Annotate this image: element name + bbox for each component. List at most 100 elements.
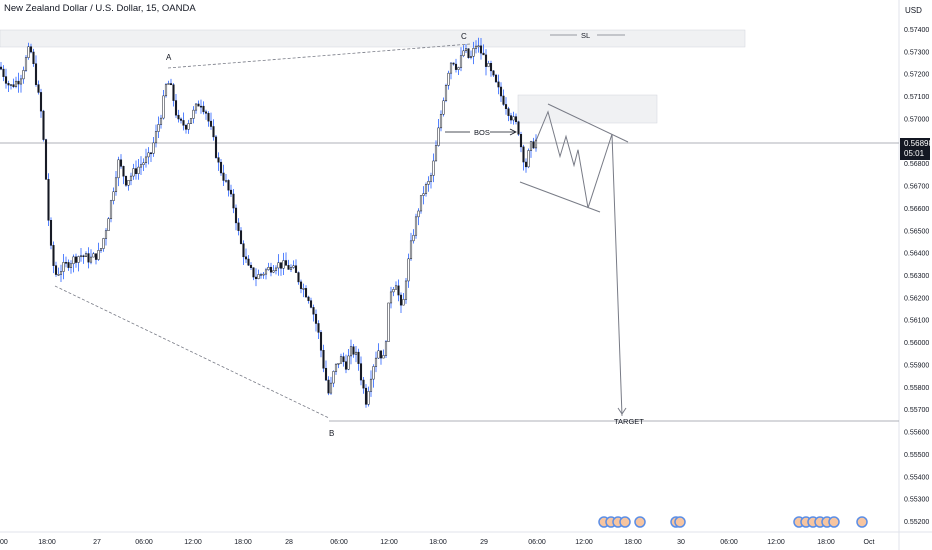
candle-body [392,289,395,293]
candle-body [459,55,463,68]
price-tick-label: 0.56000 [904,340,929,347]
calendar-event-marker[interactable] [619,516,631,528]
candle-body [504,104,508,109]
candle-body [177,114,180,120]
candle-body [334,363,338,372]
wedge-lower[interactable] [519,181,601,213]
candle-body [24,57,28,71]
candle-body [484,54,488,67]
candle-body [527,150,530,168]
candle-body [162,95,165,119]
candle-body [237,222,240,231]
time-tick-label: 18:00 [38,539,56,546]
price-tick-label: 0.56200 [904,295,929,302]
candle-body [7,83,10,86]
price-tick-label: 0.57100 [904,94,929,101]
time-tick-label: 06:00 [528,539,546,546]
candle-body [402,299,405,306]
candle-body [97,250,100,260]
price-tick-label: 0.55900 [904,362,929,369]
time-tick-label: 29 [480,539,488,546]
bos-arrow [509,128,517,136]
candle-body [269,266,273,273]
candle-body [157,124,160,132]
candle-body [482,52,485,56]
current-price-badge: 0.56898 05:01 [900,138,932,160]
candle-body [442,100,445,115]
candle-body [104,230,108,239]
candle-body [299,281,303,289]
price-tick-label: 0.57400 [904,27,929,34]
candle-body [77,256,80,263]
candle-body [292,265,295,268]
candle-body [209,120,213,127]
candle-body [347,355,350,370]
candle-body [264,269,268,275]
sl-zone[interactable] [0,29,746,48]
label-a: A [166,53,172,62]
candle-body [499,86,503,97]
candle-body [87,253,90,263]
candle-body [184,125,188,130]
candle-body [89,256,93,263]
time-tick-label: 30 [677,539,685,546]
candle-body [39,92,43,112]
calendar-event-marker[interactable] [856,516,868,528]
candle-body [244,256,248,260]
candle-body [397,285,400,296]
candle-body [304,288,308,298]
candle-body [374,357,378,367]
price-tick-label: 0.55500 [904,452,929,459]
price-tick-label: 0.56700 [904,184,929,191]
candle-body [469,56,473,58]
trendline-a-c[interactable] [167,43,471,69]
calendar-event-marker[interactable] [634,516,646,528]
candle-body [354,351,358,355]
price-tick-label: 0.57200 [904,72,929,79]
candle-body [27,46,30,58]
wedge-upper[interactable] [547,103,629,143]
candle-body [384,341,388,356]
candle-body [152,142,155,154]
candle-body [359,363,363,381]
calendar-events[interactable] [598,516,868,528]
calendar-event-marker[interactable] [674,516,686,528]
time-tick-label: 06:00 [330,539,348,546]
retest-zone[interactable] [517,94,658,124]
candle-body [72,256,75,265]
candle-body [189,118,193,124]
calendar-event-marker[interactable] [828,516,840,528]
price-tick-label: 0.56100 [904,318,929,325]
candle-body [57,274,60,276]
currency-label: USD [905,6,922,15]
candle-body [342,356,345,362]
candle-body [274,267,278,271]
candle-body [192,109,195,119]
candle-body [317,323,320,333]
candle-body [212,126,215,138]
candle-body [37,84,40,93]
candle-body [0,66,3,70]
candle-body [489,63,493,72]
candle-body [514,116,518,123]
time-tick-label: 06:00 [135,539,153,546]
candle-body [452,62,455,65]
candle-body [149,152,153,155]
candle-body [509,115,513,121]
projection-path[interactable] [535,110,623,416]
target-arrowhead [617,407,627,415]
candle-body [84,253,88,257]
candle-body [502,95,505,105]
candle-body [517,121,520,135]
candle-body [114,177,118,192]
candle-body [412,234,415,242]
candle-body [449,62,453,74]
trendline-low-b[interactable] [54,285,330,419]
candle-body [409,240,413,260]
candle-body [224,180,228,182]
time-tick-label: 18:00 [234,539,252,546]
candle-body [2,68,5,77]
candle-body [322,350,325,369]
candle-body [17,80,20,85]
